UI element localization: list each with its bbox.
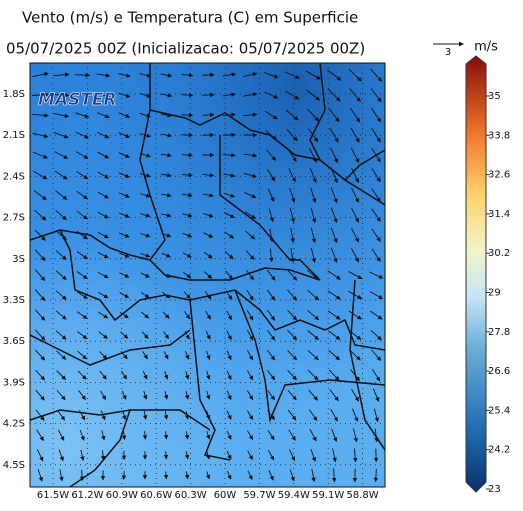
wind-arrow (202, 95, 213, 96)
lat-label: 3.6S (3, 336, 25, 347)
lon-label: 60.9W (106, 490, 138, 501)
wind-arrow (166, 471, 167, 478)
lon-label: 60.3W (175, 490, 207, 501)
lon-label: 60W (214, 490, 237, 501)
lat-label: 3S (12, 254, 25, 265)
colorbar-tick-label: 32.6 (488, 170, 510, 181)
lon-label: 59.7W (243, 490, 275, 501)
subtitle: 05/07/2025 00Z (Inicializacao: 05/07/202… (6, 40, 365, 58)
colorbar-tick-label: 31.4 (488, 209, 510, 220)
lon-label: 59.1W (312, 490, 344, 501)
wind-arrow (182, 135, 193, 136)
lat-label: 3.9S (3, 377, 25, 388)
wind-arrow (202, 115, 213, 116)
lat-label: 4.5S (3, 460, 25, 471)
logo: MASTER (38, 90, 117, 110)
colorbar-tick-label: 27.8 (488, 327, 510, 338)
colorbar-tick-label: 30.2 (488, 248, 510, 259)
wind-arrow (223, 155, 235, 156)
lon-label: 58.8W (347, 490, 379, 501)
lat-label: 4.2S (3, 419, 25, 430)
lat-label: 2.4S (3, 171, 25, 182)
lat-label: 1.8S (3, 89, 25, 100)
colorbar-tick-label: 24.2 (488, 445, 510, 456)
wind-arrow (166, 451, 167, 458)
map-area: MASTER (30, 63, 385, 487)
lon-label: 59.4W (278, 490, 310, 501)
lon-label: 61.2W (71, 490, 103, 501)
wind-arrow (223, 135, 235, 136)
reference-label: 3 (445, 47, 451, 58)
colorbar-tick-label: 26.6 (488, 366, 510, 377)
lat-label: 2.1S (3, 130, 25, 141)
lat-label: 3.3S (3, 295, 25, 306)
lon-label: 61.5W (37, 490, 69, 501)
wind-arrow (75, 75, 89, 76)
colorbar-tick-label: 25.4 (488, 405, 510, 416)
lat-label: 2.7S (3, 213, 25, 224)
title: Vento (m/s) e Temperatura (C) em Superfi… (22, 9, 358, 27)
lon-label: 60.6W (140, 490, 172, 501)
colorbar-tick-label: 33.8 (488, 130, 510, 141)
colorbar (466, 56, 486, 492)
reference-unit: m/s (474, 40, 498, 55)
